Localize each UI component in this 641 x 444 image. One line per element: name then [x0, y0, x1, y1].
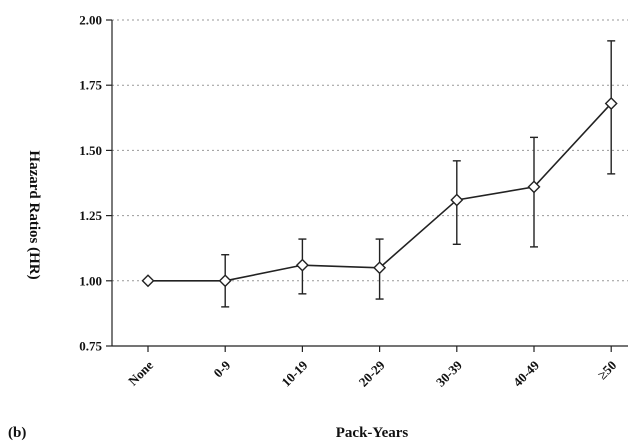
- y-tick-label: 0.75: [79, 339, 102, 354]
- x-axis-title: Pack-Years: [336, 425, 409, 441]
- y-tick-label: 1.25: [79, 208, 102, 223]
- y-tick-label: 1.50: [79, 143, 102, 158]
- x-tick-label: 0-9: [210, 357, 233, 380]
- y-tick-label: 1.75: [79, 78, 102, 93]
- x-tick-label: ≥50: [594, 358, 619, 383]
- y-tick-label: 2.00: [79, 13, 102, 28]
- x-tick-label: 40-49: [510, 357, 542, 389]
- data-point-marker: [141, 274, 155, 288]
- error-bars: [221, 40, 616, 308]
- x-tick-label: 20-29: [356, 357, 388, 389]
- data-point-marker: [527, 180, 541, 194]
- panel-label: (b): [8, 425, 26, 441]
- data-point-marker: [218, 274, 232, 288]
- y-tick-label: 1.00: [79, 273, 102, 288]
- x-tick-label: None: [125, 357, 156, 388]
- data-points: [141, 96, 618, 288]
- data-point-marker: [295, 258, 309, 272]
- x-tick-labels: None 0-9 10-19 20-29 30-39 40-49 ≥50: [125, 357, 619, 389]
- x-tick-label: 30-39: [433, 357, 465, 389]
- gridlines: [112, 19, 628, 282]
- axes: [106, 19, 628, 352]
- data-point-marker: [373, 261, 387, 275]
- data-point-marker: [604, 96, 618, 110]
- data-point-marker: [450, 193, 464, 207]
- x-tick-label: 10-19: [278, 357, 310, 389]
- y-tick-labels: 0.75 1.00 1.25 1.50 1.75 2.00: [79, 13, 102, 354]
- y-axis-title: Hazard Ratios (HR): [26, 150, 42, 279]
